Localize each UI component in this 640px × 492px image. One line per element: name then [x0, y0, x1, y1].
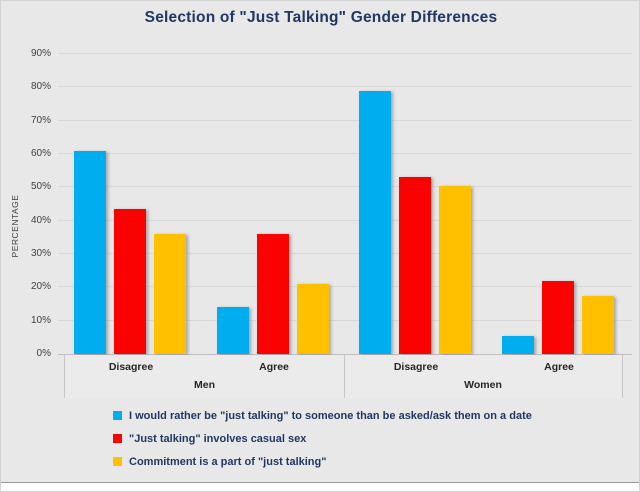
- legend-item: "Just talking" involves casual sex: [113, 427, 532, 450]
- plot-area: [58, 53, 632, 355]
- legend-swatch-icon: [113, 434, 122, 443]
- bar-women-disagree-series2: [399, 177, 431, 354]
- chart-title: Selection of "Just Talking" Gender Diffe…: [144, 9, 498, 26]
- gridline: [58, 153, 632, 154]
- bar-men-agree-series2: [257, 234, 289, 354]
- gridline: [58, 286, 632, 288]
- gridline: [58, 219, 632, 221]
- category-label: Agree: [544, 361, 574, 373]
- group-divider: [343, 355, 345, 398]
- category-label: Agree: [259, 361, 289, 373]
- gridline: [58, 186, 632, 188]
- bar-women-agree-series1: [502, 335, 534, 354]
- bar-men-agree-series1: [217, 307, 249, 354]
- gridline: [58, 319, 632, 321]
- gridline: [58, 119, 632, 121]
- bar-men-disagree-series3: [154, 234, 186, 354]
- y-tick-label: 70%: [30, 114, 51, 126]
- gridline: [58, 253, 632, 254]
- y-tick-label: 30%: [30, 248, 51, 259]
- y-tick-label: 0%: [36, 348, 51, 359]
- group-label: Men: [194, 379, 215, 391]
- bar-men-agree-series3: [297, 284, 329, 354]
- gridline: [58, 53, 632, 54]
- gridline: [58, 86, 632, 88]
- legend-label: "Just talking" involves casual sex: [129, 432, 307, 445]
- bar-women-agree-series3: [582, 295, 614, 354]
- legend-label: Commitment is a part of "just talking": [129, 455, 327, 468]
- legend-item: I would rather be "just talking" to some…: [113, 404, 532, 427]
- category-label: Disagree: [393, 361, 439, 373]
- legend-item: Commitment is a part of "just talking": [113, 450, 532, 473]
- category-axis-area: Disagree Agree Disagree Agree Men Women: [64, 355, 623, 398]
- legend-swatch-icon: [113, 411, 122, 420]
- group-label: Women: [464, 379, 502, 391]
- y-tick-label: 60%: [30, 148, 51, 159]
- legend-swatch-icon: [113, 457, 122, 466]
- bar-men-disagree-series1: [74, 150, 106, 354]
- bar-women-agree-series2: [542, 280, 574, 354]
- bottom-border-strip: [1, 482, 639, 491]
- y-tick-label: 50%: [30, 181, 51, 193]
- bar-women-disagree-series3: [439, 185, 471, 354]
- bar-women-disagree-series1: [359, 90, 391, 354]
- y-tick-label: 40%: [30, 214, 51, 226]
- category-label: Disagree: [108, 361, 154, 373]
- bar-men-disagree-series2: [114, 209, 146, 354]
- y-tick-label: 90%: [30, 48, 51, 59]
- y-tick-label: 80%: [30, 81, 51, 93]
- legend: I would rather be "just talking" to some…: [113, 404, 532, 473]
- legend-label: I would rather be "just talking" to some…: [129, 409, 532, 422]
- y-tick-label: 10%: [30, 314, 51, 326]
- y-tick-label: 20%: [30, 281, 51, 293]
